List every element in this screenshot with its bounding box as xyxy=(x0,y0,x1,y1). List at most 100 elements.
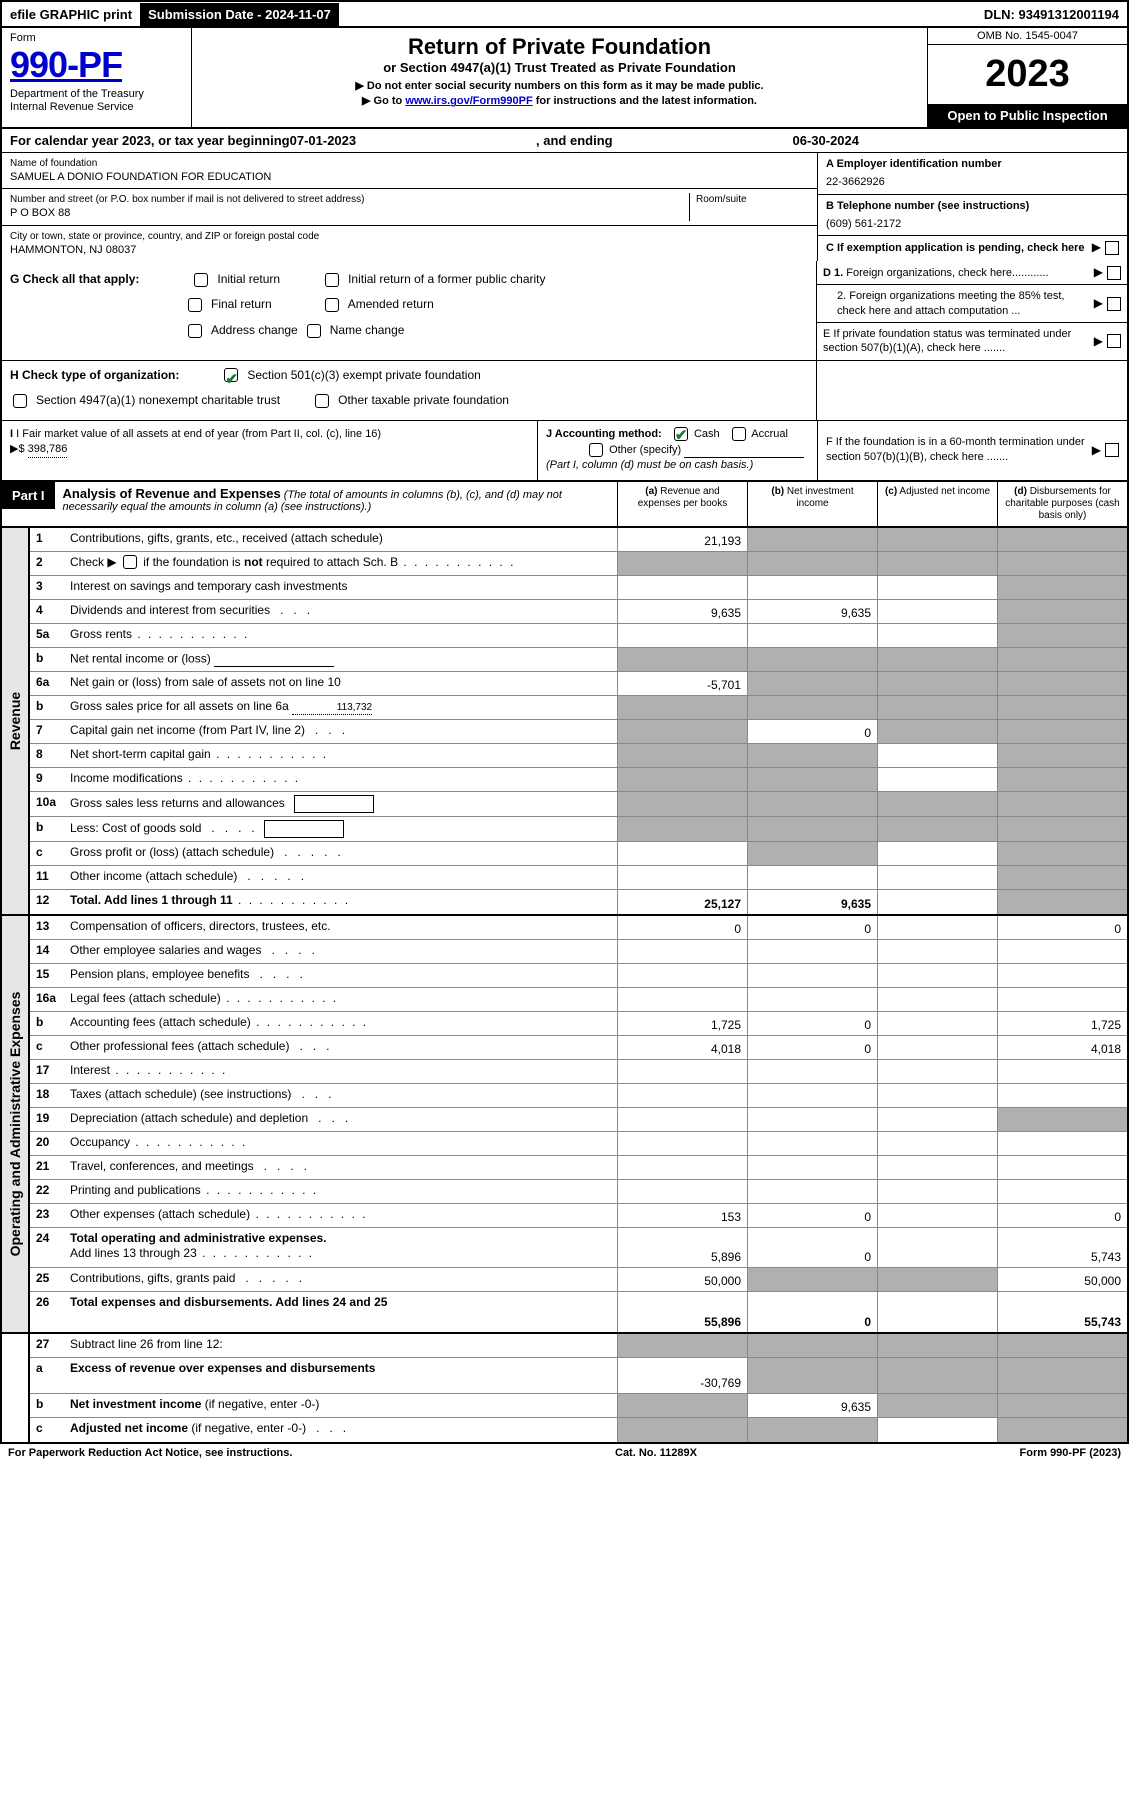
city-cell: City or town, state or province, country… xyxy=(2,226,817,261)
form-number-link[interactable]: 990-PF xyxy=(10,44,122,85)
r10a-input[interactable] xyxy=(294,795,374,813)
r6b-num: b xyxy=(30,696,66,719)
r10a-desc: Gross sales less returns and allowances xyxy=(66,792,617,816)
r6a-b xyxy=(747,672,877,695)
r27a-d xyxy=(997,1358,1127,1393)
r6b-a xyxy=(617,696,747,719)
r26-b: 0 xyxy=(747,1292,877,1332)
r25-c xyxy=(877,1268,997,1291)
r6a-c xyxy=(877,672,997,695)
r5b-input[interactable] xyxy=(214,651,334,667)
r1-desc: Contributions, gifts, grants, etc., rece… xyxy=(66,528,617,551)
tax-year: 2023 xyxy=(928,45,1127,104)
g-row1: G Check all that apply: Initial return I… xyxy=(10,269,808,291)
efile-label[interactable]: efile GRAPHIC print xyxy=(2,7,140,22)
form990pf-link[interactable]: www.irs.gov/Form990PF xyxy=(405,95,532,107)
r21-a xyxy=(617,1156,747,1179)
header-right: OMB No. 1545-0047 2023 Open to Public In… xyxy=(927,28,1127,127)
r22-desc: Printing and publications xyxy=(66,1180,617,1203)
r8-b xyxy=(747,744,877,767)
r22-text: Printing and publications xyxy=(70,1183,201,1197)
r9-text: Income modifications xyxy=(70,771,183,785)
r24-text2: Add lines 13 through 23 xyxy=(70,1246,197,1260)
r16c-a: 4,018 xyxy=(617,1036,747,1059)
final-return-checkbox[interactable] xyxy=(188,298,202,312)
row-10b: bLess: Cost of goods sold . . . . xyxy=(30,817,1127,842)
r5a-c xyxy=(877,624,997,647)
arrow-icon: ▶ xyxy=(1092,442,1101,458)
r16a-num: 16a xyxy=(30,988,66,1011)
accrual-checkbox[interactable] xyxy=(732,427,746,441)
schb-checkbox[interactable] xyxy=(123,555,137,569)
row-16c: cOther professional fees (attach schedul… xyxy=(30,1036,1127,1060)
r3-c xyxy=(877,576,997,599)
amended-return-checkbox[interactable] xyxy=(325,298,339,312)
e-checkbox[interactable] xyxy=(1107,334,1121,348)
r18-num: 18 xyxy=(30,1084,66,1107)
r16b-a: 1,725 xyxy=(617,1012,747,1035)
j-section: J Accounting method: Cash Accrual Other … xyxy=(537,421,817,480)
form-number[interactable]: 990-PF xyxy=(10,44,183,86)
r17-desc: Interest xyxy=(66,1060,617,1083)
r16b-desc: Accounting fees (attach schedule) xyxy=(66,1012,617,1035)
r12-c xyxy=(877,890,997,914)
r10b-input[interactable] xyxy=(264,820,344,838)
open-to-public: Open to Public Inspection xyxy=(928,104,1127,127)
r15-c xyxy=(877,964,997,987)
f-checkbox[interactable] xyxy=(1105,443,1119,457)
foundation-name: SAMUEL A DONIO FOUNDATION FOR EDUCATION xyxy=(10,170,809,184)
r27c-b xyxy=(747,1418,877,1442)
h-row1: H Check type of organization: Section 50… xyxy=(10,365,808,387)
r21-d xyxy=(997,1156,1127,1179)
cash-checkbox[interactable] xyxy=(674,427,688,441)
other-method-checkbox[interactable] xyxy=(589,443,603,457)
r17-d xyxy=(997,1060,1127,1083)
revenue-table: Revenue 1Contributions, gifts, grants, e… xyxy=(0,528,1129,916)
r5a-b xyxy=(747,624,877,647)
r27b-c xyxy=(877,1394,997,1417)
501c3-checkbox[interactable] xyxy=(224,368,238,382)
row-14: 14Other employee salaries and wages . . … xyxy=(30,940,1127,964)
d2-checkbox[interactable] xyxy=(1107,297,1121,311)
row-21: 21Travel, conferences, and meetings . . … xyxy=(30,1156,1127,1180)
r5b-num: b xyxy=(30,648,66,671)
r3-num: 3 xyxy=(30,576,66,599)
r4-desc: Dividends and interest from securities .… xyxy=(66,600,617,623)
r27b-desc: Net investment income (if negative, ente… xyxy=(66,1394,617,1417)
amended-return-label: Amended return xyxy=(348,294,434,316)
name-change-checkbox[interactable] xyxy=(307,324,321,338)
phone-value: (609) 561-2172 xyxy=(826,217,1119,231)
row-22: 22Printing and publications xyxy=(30,1180,1127,1204)
initial-return-checkbox[interactable] xyxy=(194,273,208,287)
i-arrow: ▶$ xyxy=(10,443,28,455)
room-label: Room/suite xyxy=(696,193,809,206)
r18-b xyxy=(747,1084,877,1107)
r14-text: Other employee salaries and wages xyxy=(70,943,261,957)
instr2-pre: ▶ Go to xyxy=(362,95,405,107)
r10c-b xyxy=(747,842,877,865)
c-checkbox[interactable] xyxy=(1105,241,1119,255)
r4-d xyxy=(997,600,1127,623)
4947-checkbox[interactable] xyxy=(13,394,27,408)
row-15: 15Pension plans, employee benefits . . .… xyxy=(30,964,1127,988)
r12-b: 9,635 xyxy=(747,890,877,914)
d1-checkbox[interactable] xyxy=(1107,266,1121,280)
other-taxable-checkbox[interactable] xyxy=(315,394,329,408)
r16b-c xyxy=(877,1012,997,1035)
row-5a: 5aGross rents xyxy=(30,624,1127,648)
f-section: F If the foundation is in a 60-month ter… xyxy=(817,421,1127,480)
r26-desc: Total expenses and disbursements. Add li… xyxy=(66,1292,617,1332)
city-label: City or town, state or province, country… xyxy=(10,230,809,243)
other-specify-input[interactable] xyxy=(684,442,804,458)
r20-d xyxy=(997,1132,1127,1155)
row-18: 18Taxes (attach schedule) (see instructi… xyxy=(30,1084,1127,1108)
r16c-d: 4,018 xyxy=(997,1036,1127,1059)
r21-text: Travel, conferences, and meetings xyxy=(70,1159,254,1173)
initial-former-checkbox[interactable] xyxy=(325,273,339,287)
r27c-num: c xyxy=(30,1418,66,1442)
address-change-checkbox[interactable] xyxy=(188,324,202,338)
r1-d xyxy=(997,528,1127,551)
r19-a xyxy=(617,1108,747,1131)
r27-d xyxy=(997,1334,1127,1357)
r22-c xyxy=(877,1180,997,1203)
